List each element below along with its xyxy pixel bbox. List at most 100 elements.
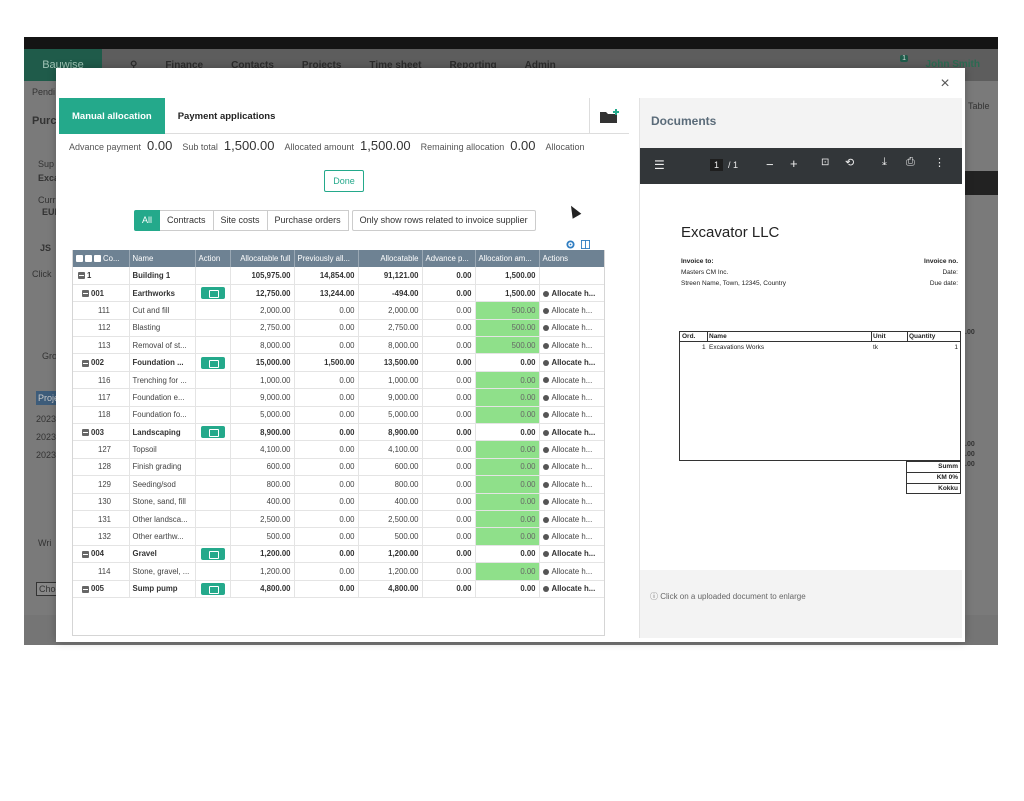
allocate-link[interactable]: Allocate h...: [551, 566, 593, 576]
collapse-icon[interactable]: [82, 359, 89, 367]
allocate-link[interactable]: Allocate h...: [551, 392, 593, 402]
table-row[interactable]: 118 Foundation fo... 5,000.00 0.00 5,000.00 0…: [73, 406, 604, 425]
open-folder-button[interactable]: [200, 287, 225, 300]
table-row[interactable]: 114 Stone, gravel, ... 1,200.00 0.00 1,200.0…: [73, 562, 604, 581]
filter-purchase-orders[interactable]: Purchase orders: [267, 210, 349, 231]
cell-allocation-amount[interactable]: 500.00: [475, 336, 540, 355]
open-folder-button[interactable]: [200, 426, 225, 439]
table-row[interactable]: 002 Foundation ... 15,000.00 1,500.00 13,500…: [73, 353, 604, 372]
allocate-link[interactable]: Allocate h...: [551, 358, 596, 368]
open-folder-button[interactable]: [200, 356, 225, 369]
col-code[interactable]: Co...: [73, 250, 130, 267]
cell-allocation-amount[interactable]: 0.00: [475, 458, 540, 477]
cell-actions[interactable]: Allocate h...: [539, 301, 604, 320]
nav-admin[interactable]: Admin: [524, 59, 556, 71]
open-folder-button[interactable]: [200, 582, 225, 595]
allocate-link[interactable]: Allocate h...: [551, 549, 596, 559]
user-menu[interactable]: John Smith: [925, 59, 980, 70]
col-previously-allocated[interactable]: Previously all...: [294, 250, 359, 267]
cell-allocation-amount[interactable]: 0.00: [475, 406, 540, 425]
allocate-link[interactable]: Allocate h...: [551, 288, 596, 298]
filter-contracts[interactable]: Contracts: [160, 210, 214, 231]
table-row[interactable]: 128 Finish grading 600.00 0.00 600.00 0.00 0.0…: [73, 458, 604, 477]
table-row[interactable]: 132 Other earthw... 500.00 0.00 500.00 0.00 0.…: [73, 527, 604, 546]
table-row[interactable]: 129 Seeding/sod 800.00 0.00 800.00 0.00 0.00 Al…: [73, 475, 604, 494]
col-action[interactable]: Action: [195, 250, 231, 267]
collapse-icon[interactable]: [82, 550, 89, 558]
allocate-link[interactable]: Allocate h...: [551, 497, 593, 507]
allocate-link[interactable]: Allocate h...: [551, 427, 596, 437]
cell-actions[interactable]: Allocate h...: [539, 527, 604, 546]
nav-contacts[interactable]: Contacts: [231, 59, 274, 71]
col-name[interactable]: Name: [129, 250, 196, 267]
col-allocation-amount[interactable]: Allocation am...: [475, 250, 540, 267]
search-icon[interactable]: ⚲: [130, 59, 138, 71]
menu-icon[interactable]: ☰: [654, 158, 665, 172]
filter-invoice-supplier[interactable]: Only show rows related to invoice suppli…: [351, 210, 536, 231]
allocate-link[interactable]: Allocate h...: [551, 323, 593, 333]
filter-site-costs[interactable]: Site costs: [213, 210, 268, 231]
cell-actions[interactable]: Allocate h...: [539, 423, 604, 442]
cell-allocation-amount[interactable]: 0.00: [475, 510, 540, 529]
cell-allocation-amount[interactable]: 0.00: [475, 371, 540, 390]
cell-actions[interactable]: Allocate h...: [539, 580, 604, 598]
cell-actions[interactable]: Allocate h...: [539, 545, 604, 564]
notification-badge[interactable]: 1: [900, 55, 908, 62]
col-actions[interactable]: Actions: [539, 250, 604, 267]
zoom-out-icon[interactable]: −: [766, 157, 774, 172]
table-row[interactable]: 130 Stone, sand, fill 400.00 0.00 400.00 0.00…: [73, 493, 604, 511]
columns-icon[interactable]: [581, 240, 590, 249]
print-icon[interactable]: ⎙: [906, 156, 915, 168]
cell-allocation-amount[interactable]: 0.00: [475, 562, 540, 581]
cell-actions[interactable]: Allocate h...: [539, 371, 604, 390]
cell-allocation-amount[interactable]: 500.00: [475, 301, 540, 320]
nav-finance[interactable]: Finance: [165, 59, 204, 71]
pdf-page[interactable]: Excavator LLC Invoice to: Masters CM Inc…: [640, 184, 962, 570]
cell-actions[interactable]: Allocate h...: [539, 510, 604, 529]
cell-allocation-amount[interactable]: 0.00: [475, 493, 540, 511]
done-button[interactable]: Done: [324, 170, 364, 192]
cell-actions[interactable]: Allocate h...: [539, 458, 604, 477]
zoom-in-icon[interactable]: +: [790, 156, 798, 171]
allocate-link[interactable]: Allocate h...: [551, 514, 593, 524]
open-folder-button[interactable]: [200, 547, 225, 560]
cell-allocation-amount[interactable]: 0.00: [475, 388, 540, 407]
table-row[interactable]: 001 Earthworks 12,750.00 13,244.00 -494.00 0.…: [73, 284, 604, 303]
settings-gear-icon[interactable]: [566, 240, 575, 249]
allocate-link[interactable]: Allocate h...: [551, 305, 593, 315]
tab-payment-applications[interactable]: Payment applications: [177, 110, 276, 122]
add-folder-icon[interactable]: [589, 98, 629, 134]
col-allocatable[interactable]: Allocatable: [358, 250, 423, 267]
collapse-icon[interactable]: [78, 272, 85, 280]
allocate-link[interactable]: Allocate h...: [551, 445, 593, 455]
table-row[interactable]: 004 Gravel 1,200.00 0.00 1,200.00 0.00 0.00 All…: [73, 545, 604, 564]
cell-allocation-amount[interactable]: 0.00: [475, 440, 540, 459]
table-row[interactable]: 112 Blasting 2,750.00 0.00 2,750.00 0.00 500.0…: [73, 319, 604, 338]
more-icon[interactable]: ⋮: [934, 157, 945, 169]
cell-actions[interactable]: Allocate h...: [539, 562, 604, 581]
allocate-link[interactable]: Allocate h...: [551, 375, 593, 385]
cell-actions[interactable]: Allocate h...: [539, 319, 604, 338]
cell-actions[interactable]: Allocate h...: [539, 406, 604, 425]
cell-allocation-amount[interactable]: 500.00: [475, 319, 540, 338]
pdf-page-input[interactable]: 1: [710, 159, 724, 171]
table-row[interactable]: 1 Building 1 105,975.00 14,854.00 91,121.00 0…: [73, 267, 604, 285]
cell-allocation-amount[interactable]: 0.00: [475, 475, 540, 494]
cell-actions[interactable]: Allocate h...: [539, 440, 604, 459]
close-icon[interactable]: ×: [940, 75, 950, 92]
table-row[interactable]: 113 Removal of st... 8,000.00 0.00 8,000.00 0…: [73, 336, 604, 355]
collapse-icon[interactable]: [82, 585, 89, 593]
tab-manual-allocation[interactable]: Manual allocation: [59, 98, 165, 134]
cell-actions[interactable]: Allocate h...: [539, 388, 604, 407]
cell-actions[interactable]: Allocate h...: [539, 284, 604, 303]
allocate-link[interactable]: Allocate h...: [551, 479, 593, 489]
col-allocatable-full[interactable]: Allocatable full: [230, 250, 295, 267]
allocate-link[interactable]: Allocate h...: [551, 532, 593, 542]
cell-actions[interactable]: Allocate h...: [539, 493, 604, 511]
table-row[interactable]: 131 Other landsca... 2,500.00 0.00 2,500.00 0…: [73, 510, 604, 529]
allocate-link[interactable]: Allocate h...: [551, 340, 593, 350]
table-row[interactable]: 003 Landscaping 8,900.00 0.00 8,900.00 0.00 0.…: [73, 423, 604, 442]
allocate-link[interactable]: Allocate h...: [551, 462, 593, 472]
nav-time-sheet[interactable]: Time sheet: [369, 59, 422, 71]
filter-all[interactable]: All: [134, 210, 161, 231]
